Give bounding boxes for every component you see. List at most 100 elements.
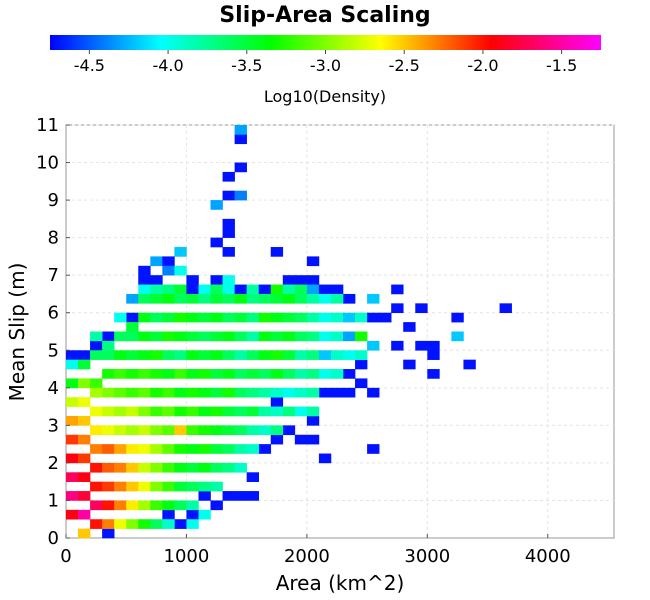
heatmap-cell xyxy=(222,369,235,379)
heatmap-cell xyxy=(102,500,115,511)
heatmap-cell xyxy=(78,434,91,445)
heatmap-cell xyxy=(270,425,284,436)
heatmap-cell xyxy=(234,331,247,342)
heatmap-cell xyxy=(102,528,115,539)
heatmap-cell xyxy=(391,284,404,295)
heatmap-cell xyxy=(258,293,272,304)
heatmap-cell xyxy=(126,500,139,511)
heatmap-cell xyxy=(427,350,440,360)
heatmap-cell xyxy=(246,369,260,379)
heatmap-cell xyxy=(102,369,115,379)
heatmap-cell xyxy=(234,312,247,323)
heatmap-cell xyxy=(330,284,344,295)
heatmap-cell xyxy=(330,293,344,304)
heatmap-cell xyxy=(210,500,223,511)
heatmap-cell xyxy=(138,444,151,454)
heatmap-cell xyxy=(258,425,272,436)
heatmap-cell xyxy=(150,312,163,323)
heatmap-cell xyxy=(78,509,91,520)
heatmap-cell xyxy=(343,369,356,379)
heatmap-cell xyxy=(222,275,235,285)
heatmap-cell xyxy=(162,444,175,454)
heatmap-cell xyxy=(78,453,91,464)
heatmap-cell xyxy=(222,228,235,238)
heatmap-cell xyxy=(294,369,308,379)
heatmap-cell xyxy=(138,519,151,529)
heatmap-cell xyxy=(391,303,404,314)
heatmap-cell xyxy=(246,312,260,323)
heatmap-cell xyxy=(198,462,211,473)
heatmap-cell xyxy=(126,331,139,342)
heatmap-cell xyxy=(174,462,187,473)
heatmap-cell xyxy=(318,331,332,342)
heatmap-cell xyxy=(306,275,320,285)
heatmap-cell xyxy=(78,415,91,426)
heatmap-cell xyxy=(306,256,320,267)
y-tick-label: 9 xyxy=(48,190,59,211)
heatmap-cell xyxy=(258,444,272,454)
heatmap-cell xyxy=(66,453,79,464)
heatmap-cell xyxy=(78,378,91,389)
heatmap-cell xyxy=(126,387,139,398)
heatmap-cell xyxy=(306,331,320,342)
heatmap-cell xyxy=(162,256,175,267)
heatmap-cell xyxy=(186,406,199,417)
heatmap-cell xyxy=(150,275,163,285)
heatmap-cell xyxy=(174,312,187,323)
heatmap-cell xyxy=(162,481,175,492)
heatmap-cell xyxy=(186,293,199,304)
heatmap-cell xyxy=(114,350,127,360)
heatmap-cell xyxy=(234,162,247,173)
heatmap-cell xyxy=(114,387,127,398)
colorbar-tick-label: -4.5 xyxy=(74,56,105,75)
heatmap-cell xyxy=(415,340,428,351)
heatmap-cell xyxy=(90,387,103,398)
colorbar-ticks: -4.5 -4.0 -3.5 -3.0 -2.5 -2.0 -1.5 xyxy=(74,50,577,75)
heatmap-cell xyxy=(294,275,308,285)
heatmap-cell xyxy=(102,444,115,454)
heatmap-cell xyxy=(114,331,127,342)
heatmap-cell xyxy=(330,312,344,323)
heatmap-cell xyxy=(90,444,103,454)
heatmap-cell xyxy=(150,350,163,360)
heatmap-cell xyxy=(114,519,127,529)
heatmap-cell xyxy=(102,462,115,473)
heatmap-cell xyxy=(210,312,223,323)
y-tick-label: 6 xyxy=(48,303,59,324)
y-tick-label: 0 xyxy=(48,528,59,549)
heatmap-cell xyxy=(294,434,308,445)
heatmap-cell xyxy=(138,331,151,342)
heatmap-cell xyxy=(306,406,320,417)
heatmap-cell xyxy=(270,293,284,304)
heatmap-cell xyxy=(451,331,464,342)
heatmap-cell xyxy=(150,284,163,295)
heatmap-cell xyxy=(222,406,235,417)
heatmap-cell xyxy=(234,284,247,295)
heatmap-cell xyxy=(186,350,199,360)
heatmap-cell xyxy=(126,481,139,492)
heatmap-cell xyxy=(222,387,235,398)
heatmap-cell xyxy=(138,500,151,511)
heatmap-cell xyxy=(138,275,151,285)
heatmap-cell xyxy=(451,312,464,323)
heatmap-cell xyxy=(258,387,272,398)
heatmap-cell xyxy=(126,312,139,323)
heatmap-cell xyxy=(258,406,272,417)
heatmap-cell xyxy=(114,369,127,379)
x-axis-title: Area (km^2) xyxy=(276,571,405,595)
heatmap-cell xyxy=(102,481,115,492)
heatmap-cell xyxy=(78,491,91,501)
heatmap-cell xyxy=(162,500,175,511)
heatmap-cell xyxy=(126,444,139,454)
heatmap-cell xyxy=(258,350,272,360)
heatmap-cell xyxy=(162,369,175,379)
heatmap-cell xyxy=(174,481,187,492)
heatmap-cell xyxy=(114,312,127,323)
heatmap-cell xyxy=(138,387,151,398)
heatmap-cell xyxy=(78,359,91,370)
heatmap-cell xyxy=(66,415,79,426)
heatmap-cell xyxy=(138,481,151,492)
heatmap-cell xyxy=(162,293,175,304)
heatmap-cell xyxy=(246,284,260,295)
